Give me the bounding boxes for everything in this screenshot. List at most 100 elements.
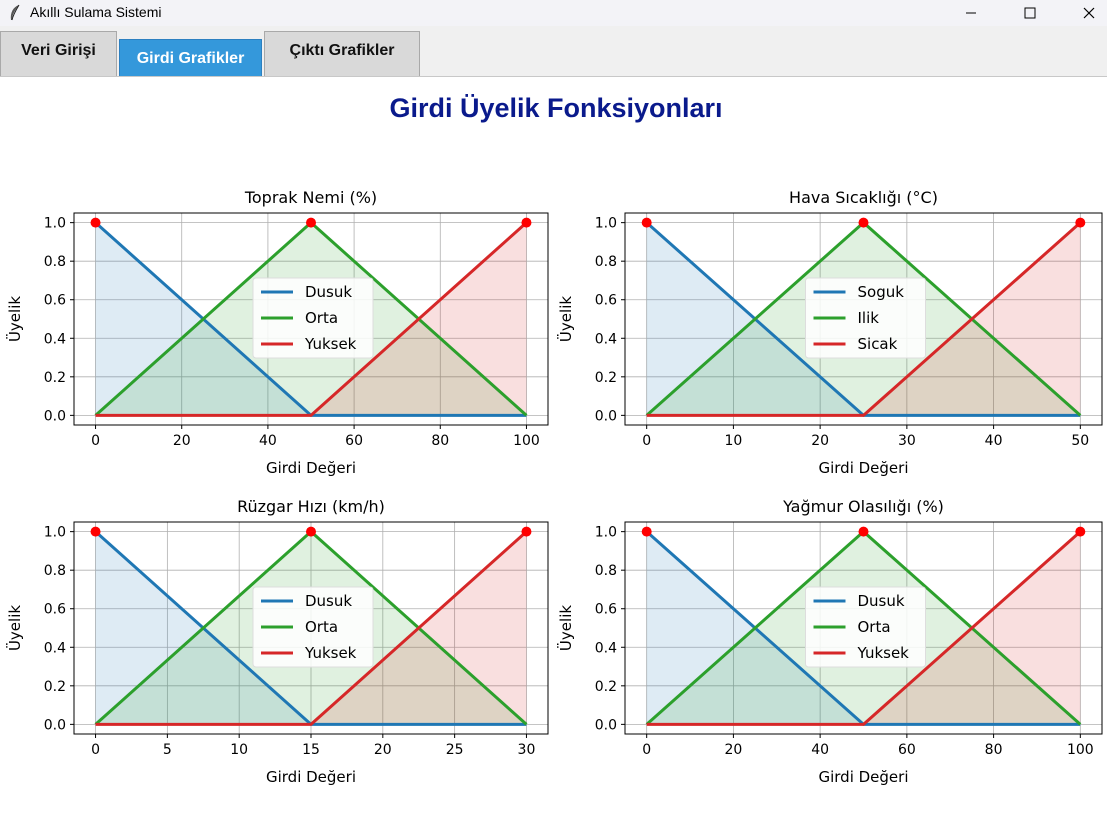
axes-frame [73,212,549,426]
close-button[interactable] [1066,0,1107,26]
close-icon [1083,7,1095,19]
peak-marker [1075,526,1086,537]
chart-title: Hava Sıcaklığı (°C) [789,188,938,207]
series-fill-yuksek [95,531,527,725]
peak-marker [521,526,532,537]
series-fill-soguk [646,222,1081,416]
window-titlebar: Akıllı Sulama Sistemi [0,0,1107,26]
x-tick-label: 20 [811,433,829,449]
y-axis-label: Üyelik [556,296,575,342]
x-tick-label: 40 [259,433,277,449]
series-line-sicak [646,221,1082,417]
legend-label: Soguk [858,283,905,301]
x-tick-label: 25 [446,742,464,758]
tab-bar: Veri Girişi Girdi Grafikler Çıktı Grafik… [0,26,1107,77]
peak-marker [90,526,101,537]
y-tick-label: 0.4 [44,640,66,656]
page-title: Girdi Üyelik Fonksiyonları [389,93,723,123]
x-tick-label: 5 [163,742,172,758]
peak-marker [521,217,532,228]
x-tick-label: 40 [811,742,829,758]
tab-label: Çıktı Grafikler [289,42,395,59]
x-tick-label: 60 [345,433,363,449]
series-fill-yuksek [646,531,1081,725]
x-tick-label: 0 [642,433,651,449]
y-tick-label: 0.8 [44,254,66,270]
y-axis-label: Üyelik [5,605,24,651]
x-tick-label: 100 [1067,742,1094,758]
x-tick-label: 10 [724,433,742,449]
x-tick-label: 0 [642,742,651,758]
legend-label: Orta [305,618,338,636]
x-axis-label: Girdi Değeri [818,768,908,786]
y-tick-label: 0.8 [44,563,66,579]
x-axis-label: Girdi Değeri [818,459,908,477]
y-tick-label: 1.0 [44,216,66,232]
y-tick-label: 0.8 [595,563,617,579]
y-tick-label: 0.6 [44,602,66,618]
minimize-button[interactable] [948,0,994,26]
maximize-button[interactable] [1007,0,1053,26]
series-fill-dusuk [646,531,1081,725]
y-tick-label: 0.2 [595,679,617,695]
tab-cikti-grafikler[interactable]: Çıktı Grafikler [264,31,420,76]
legend-label: Dusuk [305,283,352,301]
y-tick-label: 0.4 [44,331,66,347]
y-tick-label: 0.4 [595,331,617,347]
tab-label: Girdi Grafikler [136,50,245,67]
x-tick-label: 80 [431,433,449,449]
legend-label: Sicak [858,335,898,353]
y-tick-label: 0.6 [44,293,66,309]
legend-label: Yuksek [857,644,910,662]
peak-marker [641,217,652,228]
peak-marker [858,217,869,228]
minimize-icon [966,12,976,14]
axes-frame [624,521,1103,735]
series-fill-dusuk [95,222,527,416]
series-line-yuksek [646,530,1082,726]
x-tick-label: 20 [374,742,392,758]
series-line-yuksek [95,530,528,726]
legend-label: Yuksek [304,644,357,662]
tab-girdi-grafikler[interactable]: Girdi Grafikler [119,39,262,76]
legend-label: Dusuk [305,592,352,610]
x-tick-label: 100 [513,433,540,449]
x-tick-label: 0 [91,742,100,758]
chart-panel: 0 20 40 60 80 100 0.0 0.2 0.4 0.6 0.8 1.0 Yağmur Ola… [556,497,1103,786]
y-tick-label: 0.4 [595,640,617,656]
legend-box [252,586,374,668]
x-tick-label: 20 [173,433,191,449]
x-tick-label: 60 [898,742,916,758]
series-fill-dusuk [95,531,527,725]
x-tick-label: 80 [985,742,1003,758]
tab-label: Veri Girişi [21,42,96,59]
peak-marker [641,526,652,537]
legend-label: Ilik [858,309,880,327]
chart-title: Toprak Nemi (%) [244,188,377,207]
legend-label: Orta [305,309,338,327]
peak-marker [306,217,316,228]
x-tick-label: 30 [898,433,916,449]
peak-marker [1075,217,1086,228]
y-tick-label: 0.2 [44,370,66,386]
tab-veri-girisi[interactable]: Veri Girişi [0,31,117,76]
series-fill-yuksek [95,222,527,416]
x-tick-label: 0 [91,433,100,449]
x-tick-label: 40 [985,433,1003,449]
legend-box [805,277,926,359]
x-axis-label: Girdi Değeri [266,459,356,477]
chart-panel: 0 5 10 15 20 25 30 0.0 0.2 0.4 0.6 0.8 1.0 Rüzgar Hız… [5,497,549,786]
series-line-yuksek [95,221,528,417]
chart-title: Rüzgar Hızı (km/h) [237,497,385,516]
x-axis-label: Girdi Değeri [266,768,356,786]
window-title: Akıllı Sulama Sistemi [30,4,162,20]
y-tick-label: 1.0 [595,525,617,541]
y-tick-label: 0.0 [595,408,617,424]
x-tick-label: 15 [302,742,320,758]
y-axis-label: Üyelik [556,605,575,651]
peak-marker [306,526,316,537]
y-tick-label: 1.0 [595,216,617,232]
y-tick-label: 0.0 [595,717,617,733]
peak-marker [858,526,869,537]
y-tick-label: 0.2 [595,370,617,386]
